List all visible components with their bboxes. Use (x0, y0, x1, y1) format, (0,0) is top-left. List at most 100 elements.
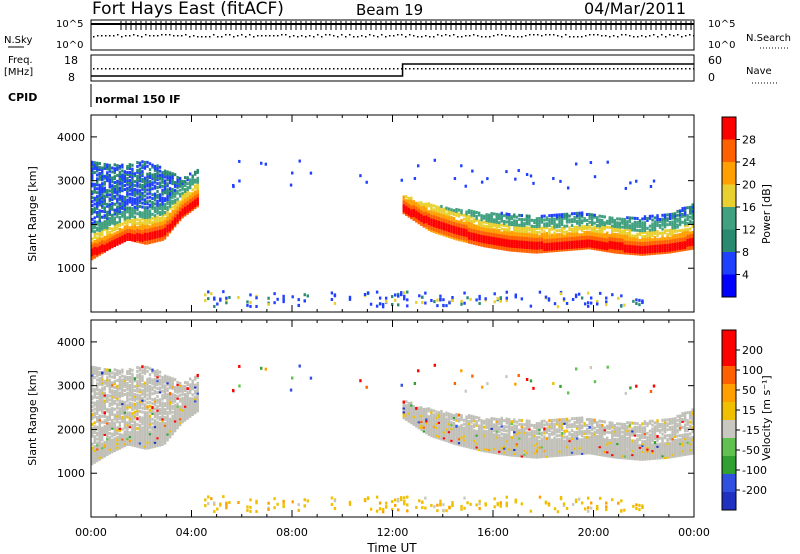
power-cell (103, 206, 106, 210)
power-cell (138, 232, 142, 236)
power-cell (573, 217, 576, 221)
velocity-cell (188, 377, 192, 381)
power-cell (141, 193, 144, 197)
velocity-cell (151, 378, 154, 382)
power-cell (103, 176, 106, 180)
velocity-cell (91, 442, 94, 446)
power-cell (626, 222, 629, 226)
power-cell (588, 230, 591, 234)
power-cell (378, 302, 382, 306)
power-cell (118, 218, 122, 222)
power-cell (656, 218, 659, 222)
nsearch-dot (517, 36, 519, 38)
velocity-cell (178, 385, 182, 389)
power-cell (106, 171, 109, 175)
nsearch-dot (673, 35, 675, 37)
power-cell (91, 174, 94, 178)
power-cell (623, 237, 627, 241)
power-cell (513, 237, 516, 241)
power-cell (178, 194, 182, 198)
power-cell (663, 221, 667, 225)
power-cell (131, 189, 134, 193)
power-cell (126, 224, 129, 228)
power-cell (586, 304, 590, 308)
power-cell (113, 177, 117, 181)
power-cell (111, 221, 114, 225)
velocity-cell (148, 434, 152, 438)
velocity-cell (141, 400, 144, 404)
velocity-cell (91, 426, 94, 430)
power-cell (91, 249, 94, 253)
velocity-cell (141, 420, 144, 424)
power-cell (282, 297, 285, 301)
power-cell (560, 238, 564, 242)
power-cell (156, 219, 159, 223)
power-cell (477, 235, 481, 239)
power-cell (123, 237, 127, 241)
power-cell (216, 302, 219, 306)
power-cell (688, 235, 692, 239)
power-cell (93, 251, 96, 255)
power-cell (390, 295, 394, 299)
power-cell (151, 173, 154, 177)
power-cell (430, 221, 433, 225)
power-cell (113, 222, 117, 226)
velocity-cell (98, 392, 101, 396)
velocity-cell (106, 421, 109, 425)
power-cell (472, 234, 476, 238)
power-cell (691, 246, 694, 250)
power-cell (553, 225, 556, 229)
velocity-cell (181, 390, 184, 394)
velocity-cell (163, 402, 167, 406)
nsearch-dot (109, 35, 111, 37)
power-cell (108, 244, 111, 248)
velocity-cell (156, 371, 159, 375)
nave-dot (693, 68, 695, 70)
nsearch-dot (141, 36, 143, 38)
power-cell (596, 302, 599, 306)
power-cell (496, 297, 499, 301)
velocity-cell (101, 452, 104, 456)
nsearch-dot (649, 35, 651, 37)
power-cell (425, 206, 428, 210)
power-cell (146, 192, 149, 196)
power-cell (158, 216, 162, 220)
power-cell (578, 227, 581, 231)
velocity-cell (168, 421, 172, 425)
power-cell (118, 170, 122, 174)
power-cell (158, 175, 162, 179)
power-cell (131, 199, 134, 203)
velocity-cell (131, 427, 134, 431)
power-cell (658, 251, 662, 255)
velocity-cell (148, 426, 152, 430)
velocity-cell (96, 417, 99, 421)
power-cell (568, 238, 571, 242)
power-cell (445, 228, 448, 232)
nave-dot (473, 68, 475, 70)
power-cell (178, 182, 182, 186)
power-cell (96, 161, 99, 165)
power-cell (553, 247, 556, 251)
power-cell (128, 214, 132, 218)
power-cell (161, 178, 164, 182)
power-cell (460, 209, 463, 213)
velocity-cell (111, 375, 114, 379)
velocity-cell (131, 368, 134, 372)
velocity-cell (118, 403, 122, 407)
velocity-cell (131, 378, 134, 382)
power-cell (111, 229, 114, 233)
power-cell (405, 209, 408, 213)
power-cell (676, 223, 679, 227)
power-cell (143, 218, 147, 222)
power-cell (126, 232, 129, 236)
velocity-cell (121, 368, 124, 372)
power-cell (520, 225, 524, 229)
nsearch-dot (277, 35, 279, 37)
velocity-cell (156, 398, 159, 402)
nsky-tick-top: 10^5 (56, 19, 83, 30)
power-cell (166, 207, 169, 211)
power-cell (633, 228, 637, 232)
power-cell (128, 236, 132, 240)
power-cell (455, 225, 458, 229)
power-cell (538, 220, 541, 224)
